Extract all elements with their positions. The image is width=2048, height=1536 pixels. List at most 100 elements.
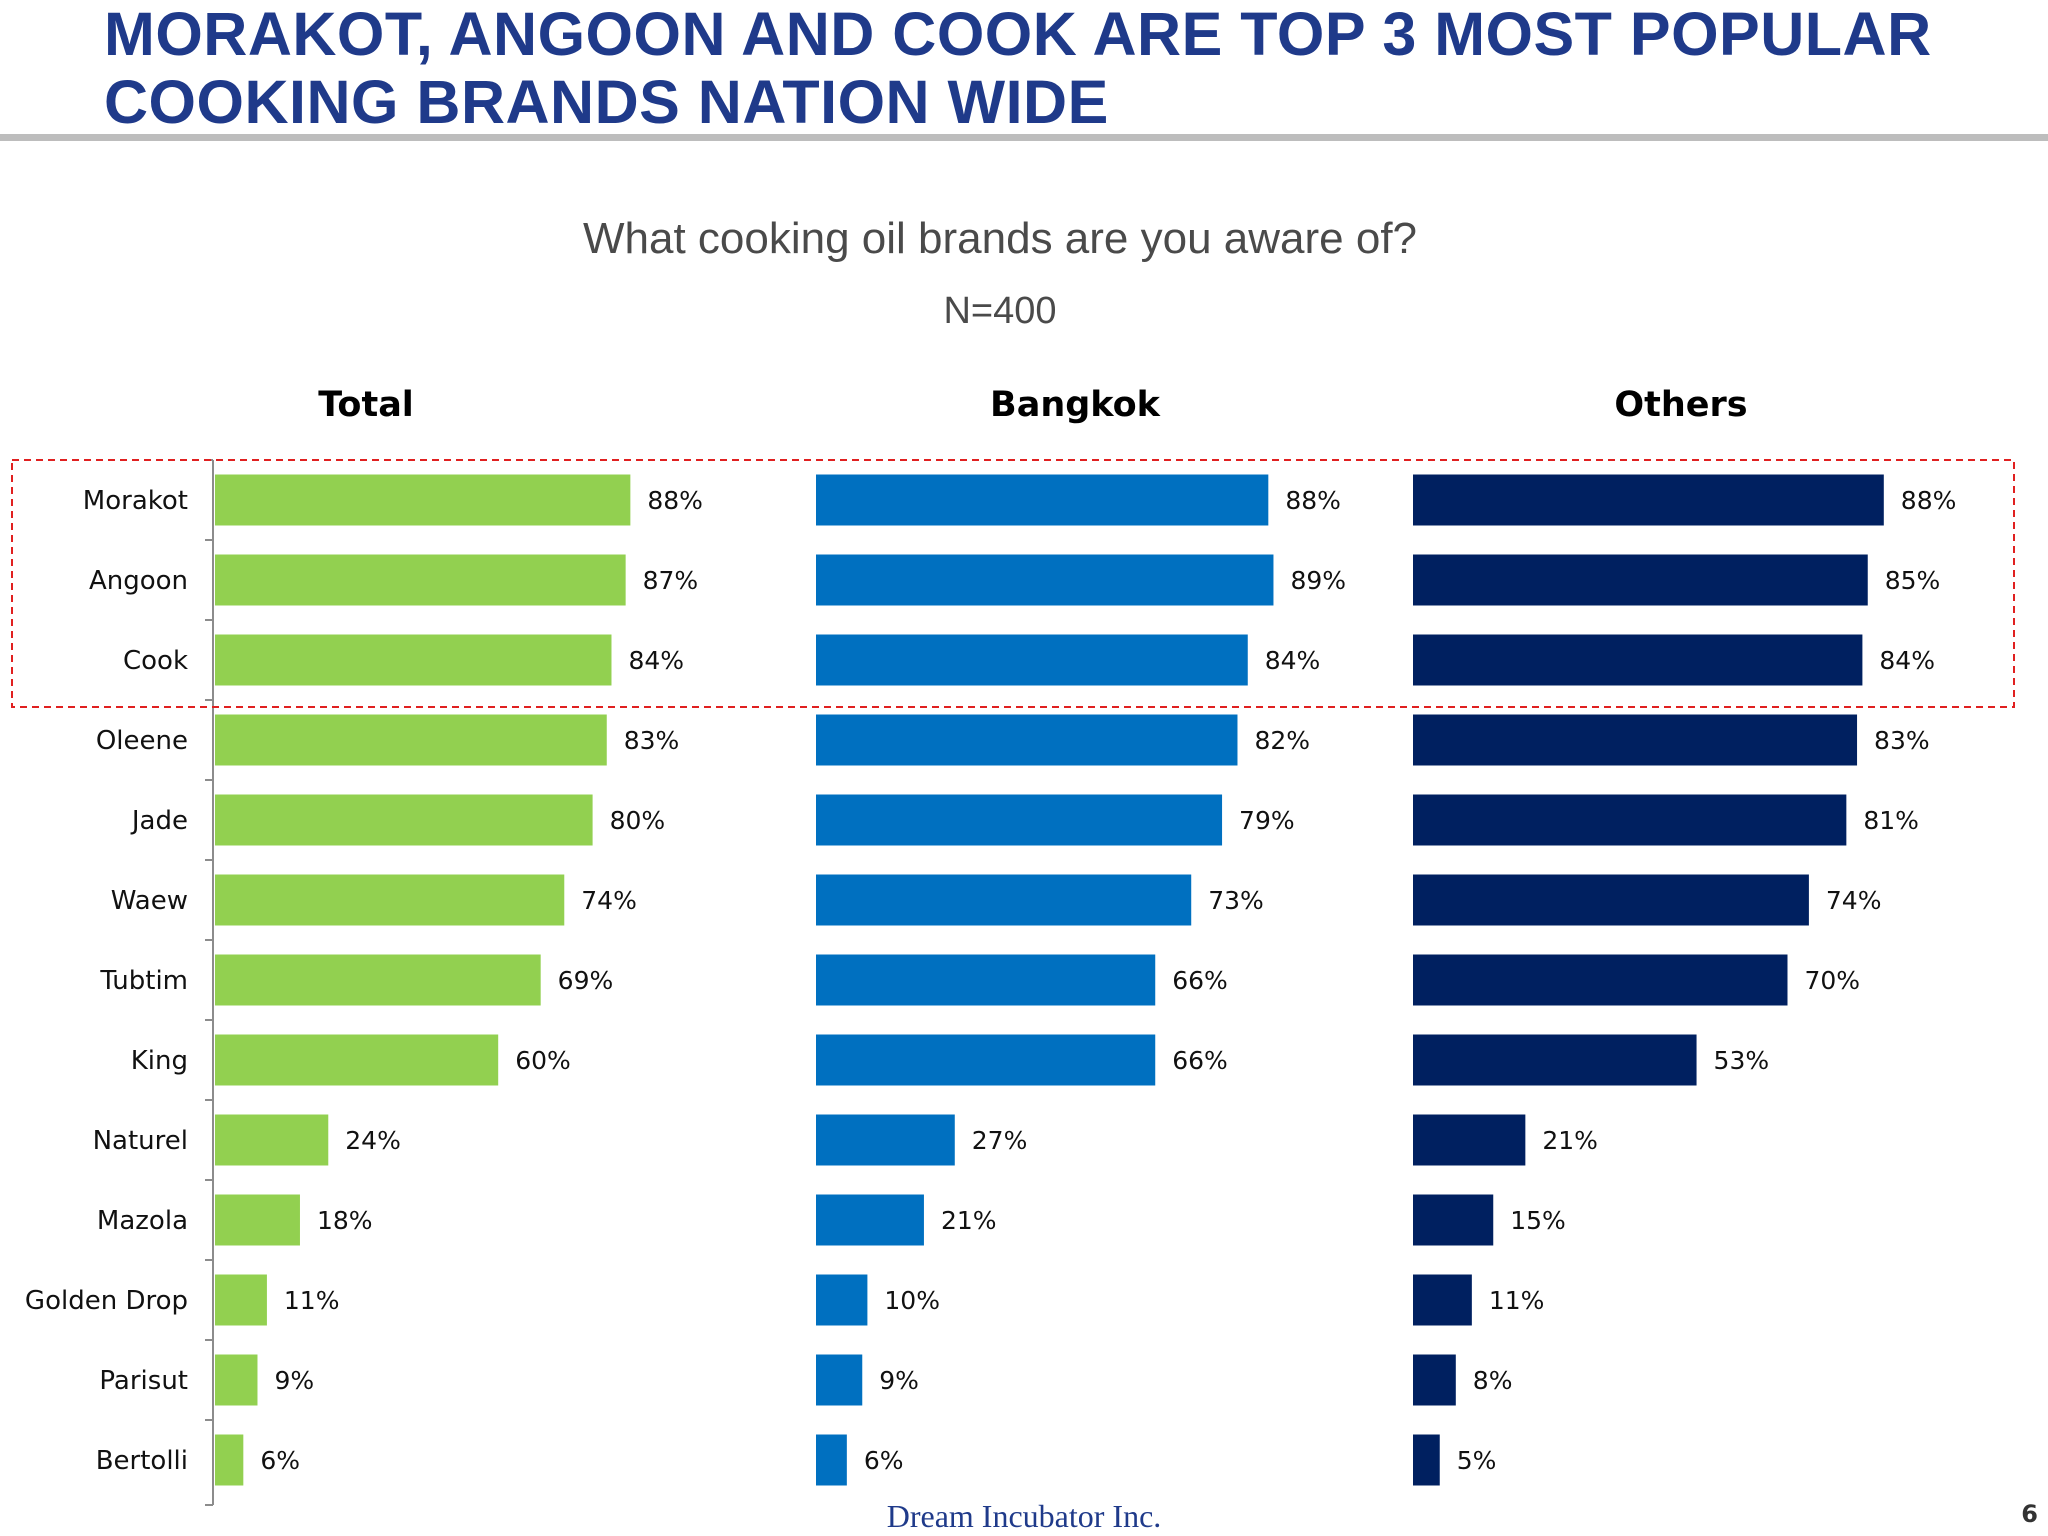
data-label-others: 21% xyxy=(1542,1126,1598,1155)
data-label-bangkok: 66% xyxy=(1172,1046,1228,1075)
data-label-bangkok: 79% xyxy=(1239,806,1295,835)
bar-others xyxy=(1413,954,1788,1006)
data-label-bangkok: 88% xyxy=(1285,486,1341,515)
data-label-bangkok: 6% xyxy=(864,1446,904,1475)
data-label-total: 87% xyxy=(643,566,699,595)
category-label: Bertolli xyxy=(96,1446,188,1476)
bar-bangkok xyxy=(816,954,1156,1006)
panel-title-bangkok: Bangkok xyxy=(990,385,1161,425)
survey-question: What cooking oil brands are you aware of… xyxy=(582,214,1418,263)
data-label-others: 85% xyxy=(1885,566,1941,595)
data-label-total: 83% xyxy=(624,726,680,755)
data-label-total: 69% xyxy=(558,966,614,995)
data-label-total: 11% xyxy=(284,1286,340,1315)
data-label-bangkok: 10% xyxy=(884,1286,940,1315)
category-label: Waew xyxy=(111,886,188,916)
data-label-total: 9% xyxy=(274,1366,314,1395)
data-label-others: 81% xyxy=(1863,806,1919,835)
bar-total xyxy=(215,794,593,846)
title-divider xyxy=(0,134,2048,141)
series-others: Others 88% 85% 84% 83% 81% 74% 70% 53% 21% 15% 11% 8… xyxy=(1413,385,1956,1486)
data-label-others: 83% xyxy=(1874,726,1930,755)
bar-total xyxy=(215,1434,244,1486)
data-label-bangkok: 89% xyxy=(1290,566,1346,595)
category-label: Cook xyxy=(123,646,188,676)
bar-bangkok xyxy=(816,1434,847,1486)
bar-total xyxy=(215,714,607,766)
bar-others xyxy=(1413,1114,1526,1166)
bar-others xyxy=(1413,634,1863,686)
data-label-others: 53% xyxy=(1714,1046,1770,1075)
category-label: Jade xyxy=(130,806,188,836)
bar-others xyxy=(1413,874,1809,926)
category-label: Golden Drop xyxy=(25,1286,188,1316)
category-label: Mazola xyxy=(97,1206,188,1236)
page-number: 6 xyxy=(2021,1500,2038,1528)
bar-bangkok xyxy=(816,1034,1156,1086)
top3-highlight-box xyxy=(11,459,2015,708)
data-label-others: 74% xyxy=(1826,886,1882,915)
bar-total xyxy=(215,634,612,686)
bar-total xyxy=(215,874,565,926)
category-label: Oleene xyxy=(96,726,188,756)
bar-others xyxy=(1413,1274,1472,1326)
bar-total xyxy=(215,1274,267,1326)
data-label-others: 70% xyxy=(1805,966,1861,995)
data-label-total: 24% xyxy=(345,1126,401,1155)
bar-others xyxy=(1413,474,1884,526)
bar-total xyxy=(215,954,541,1006)
data-label-bangkok: 27% xyxy=(972,1126,1028,1155)
data-label-total: 80% xyxy=(610,806,666,835)
slide-title: MORAKOT, ANGOON AND COOK ARE TOP 3 MOST … xyxy=(104,0,1932,136)
bar-bangkok xyxy=(816,554,1274,606)
bar-total xyxy=(215,554,626,606)
bar-bangkok xyxy=(816,874,1192,926)
data-label-bangkok: 84% xyxy=(1265,646,1321,675)
bar-others xyxy=(1413,1034,1697,1086)
data-label-others: 84% xyxy=(1879,646,1935,675)
category-label: Tubtim xyxy=(99,966,188,996)
data-label-total: 60% xyxy=(515,1046,571,1075)
bar-bangkok xyxy=(816,1114,955,1166)
bar-bangkok xyxy=(816,474,1269,526)
bar-total xyxy=(215,1354,258,1406)
data-label-bangkok: 73% xyxy=(1208,886,1264,915)
data-label-total: 18% xyxy=(317,1206,373,1235)
data-label-others: 88% xyxy=(1901,486,1957,515)
panel-title-others: Others xyxy=(1614,385,1747,425)
data-label-others: 5% xyxy=(1457,1446,1497,1475)
bar-total xyxy=(215,474,631,526)
bar-others xyxy=(1413,714,1858,766)
bar-bangkok xyxy=(816,1194,924,1246)
data-label-bangkok: 9% xyxy=(879,1366,919,1395)
bar-others xyxy=(1413,1434,1440,1486)
bar-total xyxy=(215,1034,499,1086)
footer-brand: Dream Incubator Inc. xyxy=(886,1498,1162,1534)
bar-others xyxy=(1413,554,1868,606)
data-label-others: 11% xyxy=(1489,1286,1545,1315)
bar-others xyxy=(1413,794,1847,846)
bar-bangkok xyxy=(816,714,1238,766)
data-label-bangkok: 82% xyxy=(1254,726,1310,755)
category-label: Naturel xyxy=(93,1126,188,1156)
bar-bangkok xyxy=(816,794,1223,846)
bar-others xyxy=(1413,1194,1494,1246)
bar-bangkok xyxy=(816,634,1248,686)
bar-total xyxy=(215,1194,300,1246)
data-label-total: 88% xyxy=(647,486,703,515)
data-label-others: 8% xyxy=(1473,1366,1513,1395)
series-total: Total 88% 87% 84% 83% 80% 74% 69% 60% 24% 18% 11% 9%… xyxy=(215,385,703,1486)
bar-total xyxy=(215,1114,329,1166)
sample-size: N=400 xyxy=(943,290,1057,332)
data-label-total: 84% xyxy=(628,646,684,675)
series-bangkok: Bangkok 88% 89% 84% 82% 79% 73% 66% 66% 27% 21% 10%… xyxy=(816,385,1346,1486)
bar-others xyxy=(1413,1354,1456,1406)
data-label-others: 15% xyxy=(1510,1206,1566,1235)
category-label: Angoon xyxy=(89,566,188,596)
category-label: Morakot xyxy=(83,486,188,516)
category-label: Parisut xyxy=(99,1366,188,1396)
data-label-bangkok: 21% xyxy=(941,1206,997,1235)
data-label-total: 6% xyxy=(260,1446,300,1475)
bar-bangkok xyxy=(816,1274,868,1326)
